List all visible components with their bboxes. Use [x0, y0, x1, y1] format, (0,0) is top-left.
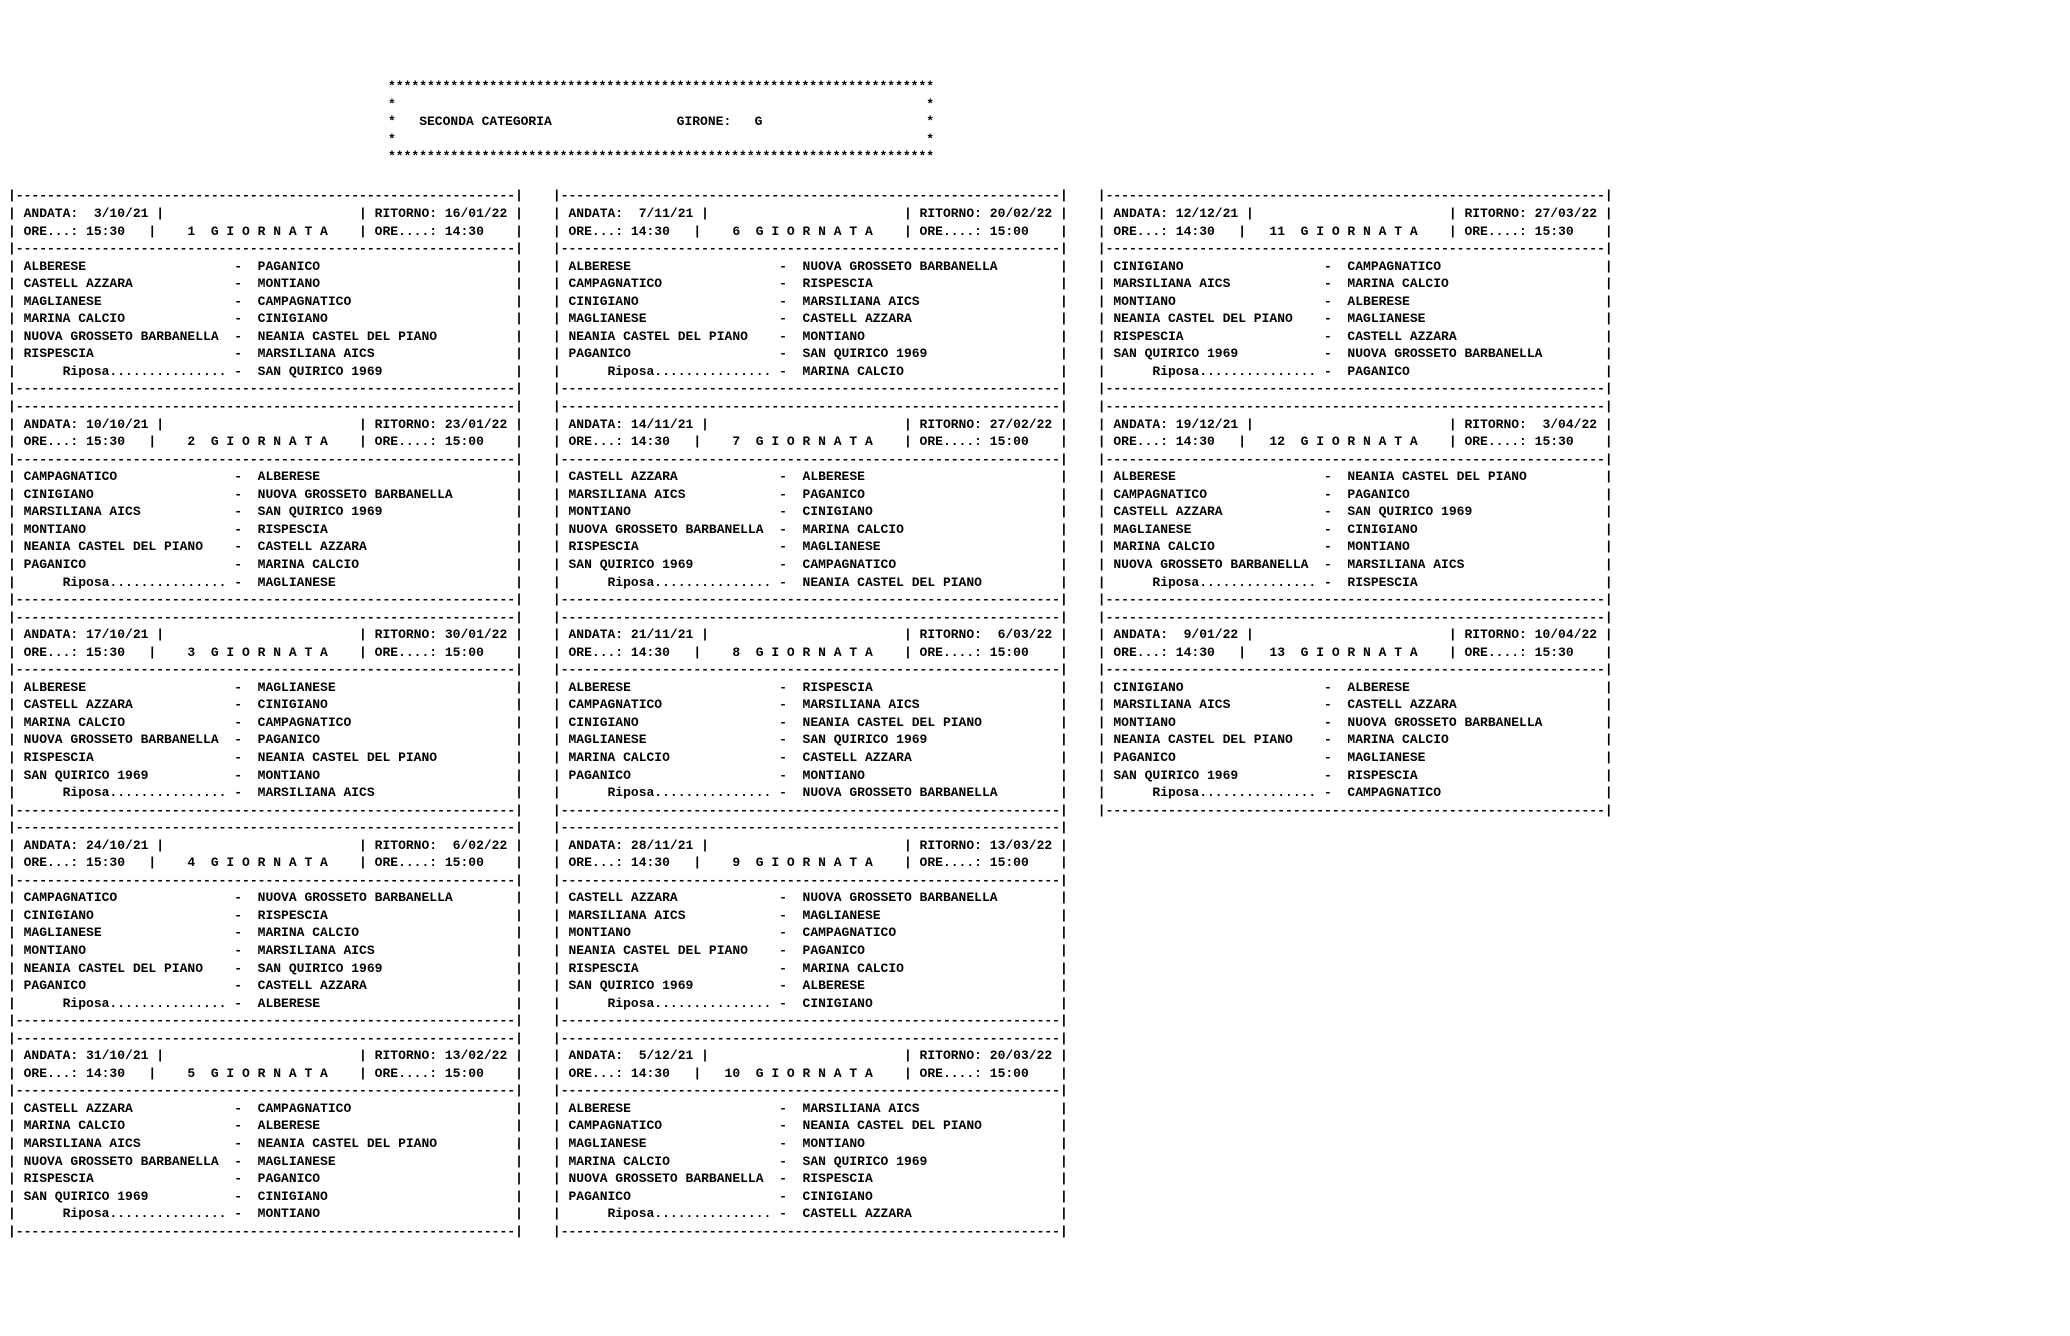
schedule-column: |---------------------------------------…	[553, 187, 1068, 1240]
header-block: ****************************************…	[388, 78, 2062, 166]
schedule-column: |---------------------------------------…	[1098, 187, 1613, 819]
schedule-columns: |---------------------------------------…	[8, 187, 2062, 1240]
schedule-column: |---------------------------------------…	[8, 187, 523, 1240]
